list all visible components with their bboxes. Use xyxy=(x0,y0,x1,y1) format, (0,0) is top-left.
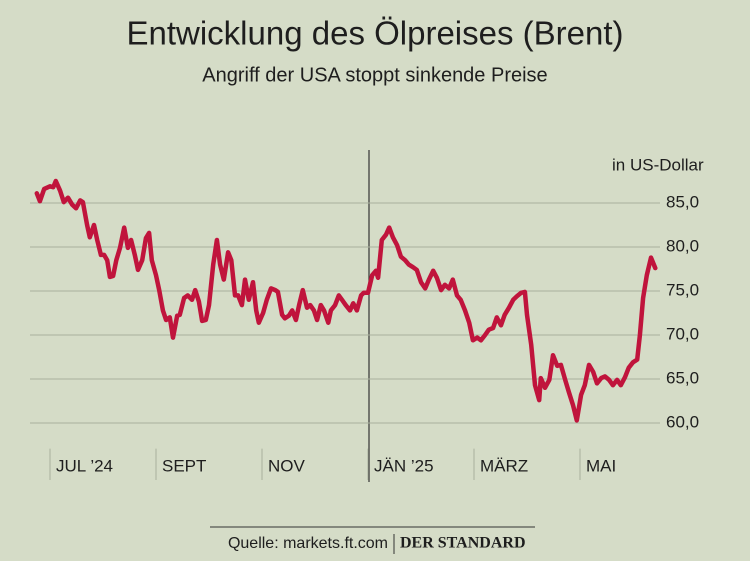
publisher: DER STANDARD xyxy=(400,535,526,552)
x-tick-label: JÄN ’25 xyxy=(374,456,434,475)
price-line xyxy=(34,178,658,423)
y-tick-label: 60,0 xyxy=(666,412,699,431)
chart-subtitle: Angriff der USA stoppt sinkende Preise xyxy=(202,64,547,86)
y-tick-label: 65,0 xyxy=(666,368,699,387)
chart-title: Entwicklung des Ölpreises (Brent) xyxy=(126,15,623,52)
plot-area: 60,0 65,0 70,0 75,0 80,0 85,0 JUL ’24 SEPT NOV JÄ… xyxy=(30,178,699,480)
y-axis-label: in US-Dollar xyxy=(612,155,704,174)
y-tick-label: 70,0 xyxy=(666,324,699,343)
y-tick-label: 80,0 xyxy=(666,236,699,255)
x-tick-label: NOV xyxy=(268,456,306,475)
x-tick-label: SEPT xyxy=(162,456,206,475)
source: Quelle: markets.ft.com xyxy=(228,535,388,552)
x-tick-label: MÄRZ xyxy=(480,456,528,475)
y-tick-label: 75,0 xyxy=(666,280,699,299)
x-tick-label: MAI xyxy=(586,456,616,475)
x-tick-label: JUL ’24 xyxy=(56,456,113,475)
y-tick-label: 85,0 xyxy=(666,192,699,211)
